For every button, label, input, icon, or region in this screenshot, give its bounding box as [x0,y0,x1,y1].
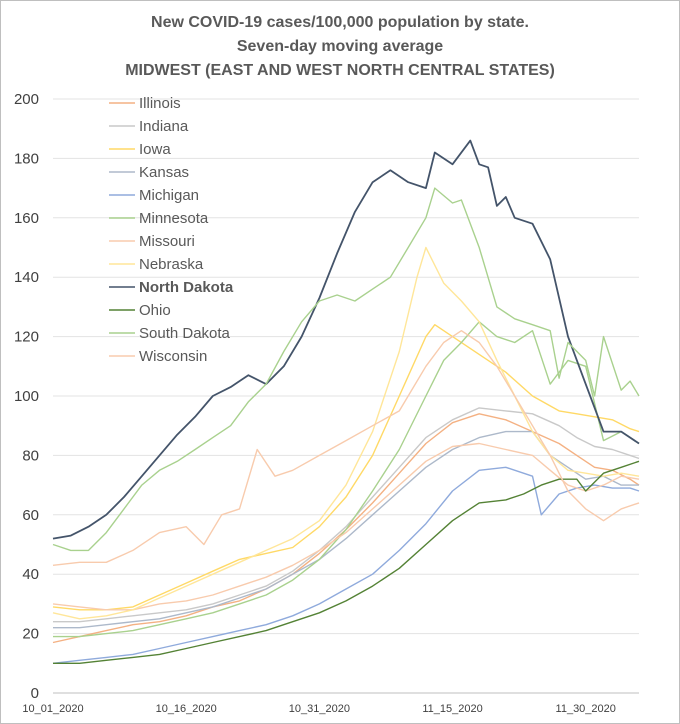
x-tick-label: 10_31_2020 [289,703,350,715]
x-tick-label: 11_30_2020 [556,703,616,715]
x-tick-label: 10_01_2020 [22,703,83,715]
series-line-wisconsin [52,330,640,566]
legend-label-missouri: Missouri [139,233,195,250]
chart-title-line-1: New COVID-19 cases/100,000 population by… [151,14,529,31]
y-tick-label: 60 [22,507,39,524]
legend-label-minnesota: Minnesota [139,210,209,227]
series-line-kansas [53,430,639,629]
y-tick-label: 40 [22,566,39,583]
series-line-south-dakota [52,187,640,552]
x-tick-label: 10_16_2020 [156,703,217,715]
y-tick-label: 100 [14,388,39,405]
series-line-iowa [52,324,640,611]
series-lines [52,139,640,664]
legend-label-kansas: Kansas [139,164,189,181]
legend-label-wisconsin: Wisconsin [139,348,207,365]
chart-title-line-3: MIDWEST (EAST AND WEST NORTH CENTRAL STA… [125,62,555,79]
series-line-ohio [53,460,640,664]
x-axis-ticks: 10_01_2020 10_16_2020 10_31_2020 11_15_2020… [22,703,616,715]
legend-label-nebraska: Nebraska [139,256,204,273]
legend-label-north-dakota: North Dakota [139,279,234,296]
legend-label-south-dakota: South Dakota [139,325,231,342]
legend: Illinois Indiana Iowa Kansas Michigan Minneso… [109,95,234,365]
chart-title-line-2: Seven-day moving average [237,38,443,55]
y-tick-label: 20 [22,626,39,643]
x-tick-label: 11_15_2020 [422,703,482,715]
y-tick-label: 180 [14,150,39,167]
gridlines [53,98,639,694]
y-tick-label: 200 [14,91,39,108]
series-line-nebraska [52,246,640,620]
y-axis-ticks: 0 20 40 60 80 100 120 140 160 180 200 [14,91,39,702]
legend-label-michigan: Michigan [139,187,199,204]
y-tick-label: 0 [31,685,39,702]
series-line-north-dakota [52,139,640,540]
series-line-illinois [52,413,640,644]
y-tick-label: 120 [14,329,39,346]
y-tick-label: 160 [14,210,39,227]
series-line-indiana [53,407,640,623]
series-line-missouri [52,442,640,611]
legend-label-ohio: Ohio [139,302,171,319]
y-tick-label: 80 [22,447,39,464]
legend-label-iowa: Iowa [139,141,171,158]
legend-label-illinois: Illinois [139,95,181,112]
y-tick-label: 140 [14,269,39,286]
legend-label-indiana: Indiana [139,118,189,135]
series-line-michigan [52,466,640,664]
